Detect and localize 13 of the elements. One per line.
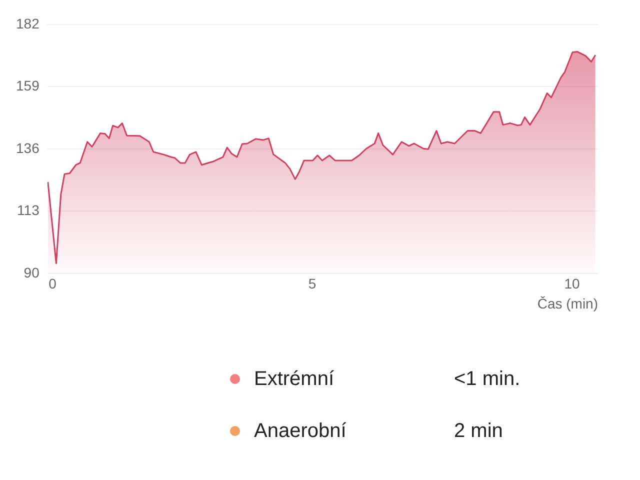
y-tick-label: 113: [17, 202, 40, 218]
y-tick-label: 90: [24, 264, 40, 280]
x-tick-label: 10: [564, 276, 580, 292]
x-axis-title: Čas (min): [537, 295, 598, 312]
x-tick-label: 0: [48, 276, 57, 292]
x-tick-label: 5: [308, 276, 316, 292]
y-tick-label: 159: [16, 78, 40, 94]
text: <1 min.: [454, 368, 520, 390]
category-label: Extrémní: [254, 368, 336, 390]
y-tick-label: 182: [16, 15, 40, 32]
y-tick-label: 136: [16, 140, 40, 156]
category-label: Anaerobní: [254, 420, 348, 442]
text: 2 min: [454, 420, 503, 442]
